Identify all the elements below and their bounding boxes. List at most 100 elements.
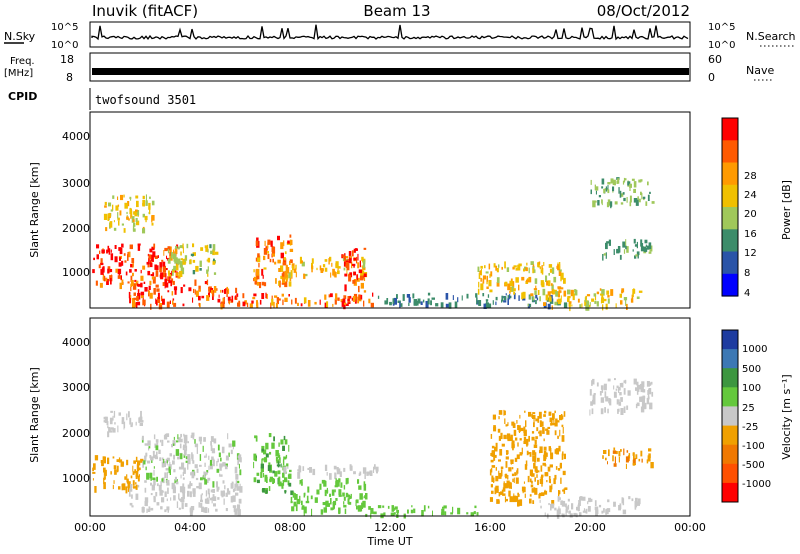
- velocity-cell: [155, 492, 158, 497]
- velocity-cell: [169, 461, 171, 466]
- velocity-cell: [273, 478, 275, 483]
- velocity-cell: [551, 500, 555, 506]
- velocity-cell: [587, 506, 591, 512]
- velocity-cell: [94, 486, 97, 493]
- velocity-cell: [150, 475, 152, 481]
- power-cell: [100, 258, 103, 264]
- power-cell: [539, 266, 542, 270]
- velocity-cell: [601, 510, 604, 514]
- power-cell: [215, 251, 219, 255]
- velocity-cell: [140, 458, 144, 463]
- velocity-cell: [210, 436, 214, 442]
- power-cell: [165, 273, 167, 280]
- velocity-cbar-segment: [722, 444, 738, 465]
- power-cell: [427, 292, 431, 296]
- velocity-cell: [334, 485, 338, 488]
- power-cell: [199, 288, 201, 292]
- power-cell: [357, 277, 360, 282]
- velocity-cell: [309, 467, 312, 472]
- velocity-cell: [501, 489, 504, 494]
- power-cell: [351, 261, 353, 269]
- power-cell: [208, 286, 211, 292]
- velocity-cell: [565, 506, 568, 513]
- velocity-cell: [272, 478, 275, 484]
- power-cbar-tick-8: 8: [744, 268, 750, 279]
- velocity-cell: [612, 450, 617, 454]
- power-cell: [480, 265, 483, 269]
- power-cell: [119, 248, 123, 255]
- power-cell: [154, 255, 158, 259]
- power-cell: [172, 270, 175, 273]
- power-cell: [522, 291, 526, 299]
- power-cell: [140, 291, 145, 296]
- power-cell: [629, 201, 632, 207]
- power-cell: [579, 304, 582, 309]
- velocity-cell: [605, 509, 608, 515]
- power-cell: [572, 293, 575, 301]
- velocity-cell: [493, 455, 496, 461]
- power-cell: [551, 283, 553, 286]
- velocity-cell: [146, 452, 148, 457]
- power-cell: [150, 274, 154, 277]
- velocity-cell: [516, 420, 518, 424]
- freq-label: Freq.: [10, 56, 35, 67]
- power-cell: [577, 298, 580, 303]
- power-cell: [530, 261, 534, 265]
- velocity-cell: [185, 460, 189, 463]
- power-cell: [281, 273, 285, 280]
- velocity-cell: [222, 480, 225, 484]
- power-cell: [282, 276, 286, 283]
- power-cell: [342, 254, 345, 258]
- velocity-cell: [562, 513, 565, 518]
- velocity-cell: [301, 479, 303, 486]
- power-cell: [256, 274, 260, 280]
- power-cell: [264, 240, 266, 246]
- power-cell: [605, 303, 608, 310]
- velocity-cell: [543, 454, 546, 462]
- velocity-cell: [495, 485, 499, 492]
- velocity-cell: [491, 450, 495, 457]
- power-cell: [605, 252, 607, 259]
- power-cell: [596, 291, 600, 295]
- power-cell: [603, 298, 607, 302]
- velocity-cell: [162, 490, 164, 493]
- velocity-cell: [530, 484, 534, 488]
- velocity-cell: [289, 469, 292, 473]
- power-cell: [345, 262, 349, 268]
- velocity-cell: [470, 512, 474, 517]
- power-cell: [351, 250, 354, 257]
- power-cell: [511, 286, 514, 292]
- power-cell: [368, 298, 371, 304]
- velocity-cell: [112, 456, 115, 459]
- power-cell: [452, 295, 454, 300]
- velocity-cell: [359, 471, 362, 476]
- power-cell: [164, 278, 168, 284]
- power-cell: [484, 265, 486, 269]
- velocity-cell: [631, 498, 634, 502]
- power-cell: [624, 178, 627, 181]
- power-cell: [584, 300, 588, 306]
- velocity-cell: [235, 473, 239, 480]
- velocity-cell: [505, 424, 508, 427]
- power-cell: [144, 215, 148, 221]
- power-cell: [270, 302, 272, 309]
- power-cell: [153, 288, 156, 295]
- velocity-cell: [113, 465, 117, 470]
- power-cell: [167, 276, 169, 281]
- velocity-cell: [189, 508, 193, 516]
- velocity-cell: [121, 417, 125, 422]
- velocity-cell: [560, 477, 562, 484]
- power-cell: [192, 297, 194, 303]
- velocity-cell: [152, 451, 155, 459]
- power-cell: [295, 264, 297, 270]
- velocity-region-4: [253, 433, 294, 496]
- power-cell: [149, 292, 153, 299]
- power-cell: [615, 303, 617, 308]
- velocity-cell: [114, 422, 116, 425]
- power-cell: [503, 300, 507, 303]
- velocity-cell: [164, 491, 167, 497]
- power-cell: [360, 282, 364, 289]
- nsky-tick-top: 10^5: [51, 22, 78, 33]
- velocity-cell: [647, 455, 651, 462]
- power-cell: [173, 286, 178, 291]
